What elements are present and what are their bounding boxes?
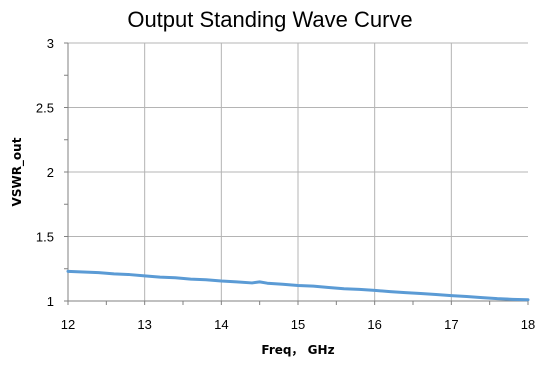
chart-title: Output Standing Wave Curve [127,7,412,32]
x-tick-label: 13 [137,317,151,332]
x-tick-label: 14 [214,317,228,332]
x-axis-label: Freq， GHz [261,343,334,357]
grid-lines [68,42,528,301]
x-tick-label: 12 [61,317,75,332]
y-tick-label: 3 [47,36,54,51]
y-tick-label: 1 [47,294,54,309]
x-axis-ticks: 12 13 14 15 16 17 18 [61,317,535,332]
x-tick-label: 18 [521,317,535,332]
y-tick-label: 2.5 [36,101,54,116]
x-tick-label: 15 [291,317,305,332]
series-layer [66,269,530,302]
plot-area [64,42,530,305]
x-tick-label: 16 [367,317,381,332]
x-tick-label: 17 [444,317,458,332]
series-line-0 [66,269,530,302]
y-axis-ticks: 1 1.5 2 2.5 3 [36,36,54,309]
axes [64,42,529,305]
y-tick-label: 1.5 [36,230,54,245]
y-axis-label: VSWR_out [10,137,25,206]
y-tick-label: 2 [47,165,54,180]
